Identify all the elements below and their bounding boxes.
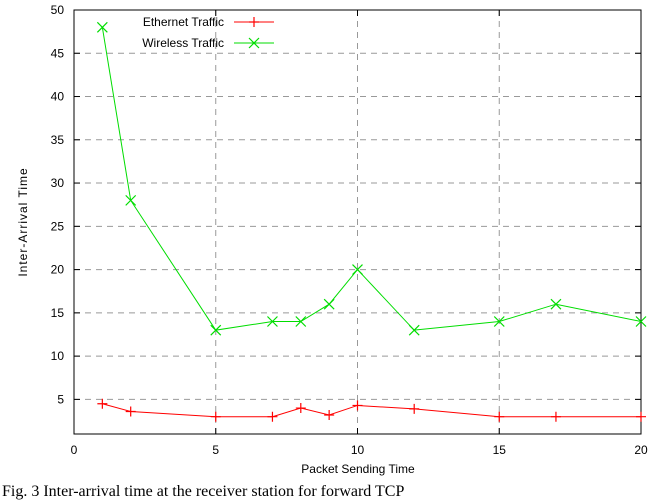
grid-lines [74, 10, 641, 434]
data-point-ethernet-traffic [295, 403, 306, 414]
y-tick-label: 5 [57, 392, 64, 406]
data-point-wireless-traffic [550, 298, 562, 310]
data-point-ethernet-traffic [125, 406, 136, 417]
data-point-ethernet-traffic [636, 411, 646, 422]
x-tick-label: 20 [634, 443, 648, 457]
legend: Ethernet Traffic Wireless Traffic [142, 15, 274, 50]
figure-caption: Fig. 3 Inter-arrival time at the receive… [2, 483, 405, 500]
y-tick-label: 30 [51, 176, 65, 190]
y-tick-label: 10 [51, 349, 65, 363]
x-tick-label: 5 [212, 443, 219, 457]
y-tick-label: 40 [51, 90, 65, 104]
y-tick-label: 15 [51, 306, 65, 320]
data-point-ethernet-traffic [494, 411, 505, 422]
y-tick-label: 35 [51, 133, 65, 147]
data-point-ethernet-traffic [210, 411, 221, 422]
legend-marker-ethernet-traffic [249, 17, 259, 27]
y-tick-label: 25 [51, 219, 65, 233]
x-tick-label: 0 [71, 443, 78, 457]
y-tick-label: 20 [51, 263, 65, 277]
series-line-wireless-traffic [101, 27, 642, 331]
x-tick-label: 10 [351, 443, 365, 457]
series-layer [96, 21, 647, 422]
line-chart: 5 10 15 20 25 30 35 40 45 50 0 5 10 15 20 Ethernet Tra… [16, 3, 648, 476]
data-point-wireless-traffic [352, 264, 363, 276]
y-tick-label: 45 [51, 46, 65, 60]
legend-marker-wireless-traffic [248, 37, 260, 49]
data-point-wireless-traffic [125, 194, 137, 206]
series-ethernet-traffic [97, 398, 646, 422]
x-tick-label: 15 [493, 443, 507, 457]
data-point-wireless-traffic [96, 21, 108, 33]
x-axis-title: Packet Sending Time [301, 462, 415, 476]
data-point-wireless-traffic [635, 316, 647, 327]
data-point-wireless-traffic [210, 324, 222, 336]
data-point-wireless-traffic [408, 324, 420, 336]
data-point-wireless-traffic [493, 316, 505, 327]
data-point-ethernet-traffic [97, 398, 108, 409]
legend-label-wireless-traffic: Wireless Traffic [142, 36, 224, 50]
data-point-wireless-traffic [295, 316, 307, 327]
data-point-ethernet-traffic [352, 400, 363, 411]
data-point-ethernet-traffic [550, 411, 561, 422]
data-point-ethernet-traffic [409, 403, 420, 414]
data-point-wireless-traffic [267, 316, 278, 327]
y-tick-label: 50 [51, 3, 65, 17]
axis-ticks: 5 10 15 20 25 30 35 40 45 50 0 5 10 15 20 [51, 3, 648, 457]
series-wireless-traffic [96, 21, 647, 336]
data-point-ethernet-traffic [324, 409, 335, 420]
y-axis-title: Inter-Arrival Time [16, 167, 30, 276]
legend-label-ethernet-traffic: Ethernet Traffic [143, 15, 224, 29]
data-point-wireless-traffic [323, 298, 335, 310]
series-line-ethernet-traffic [102, 403, 641, 418]
data-point-ethernet-traffic [267, 411, 278, 422]
